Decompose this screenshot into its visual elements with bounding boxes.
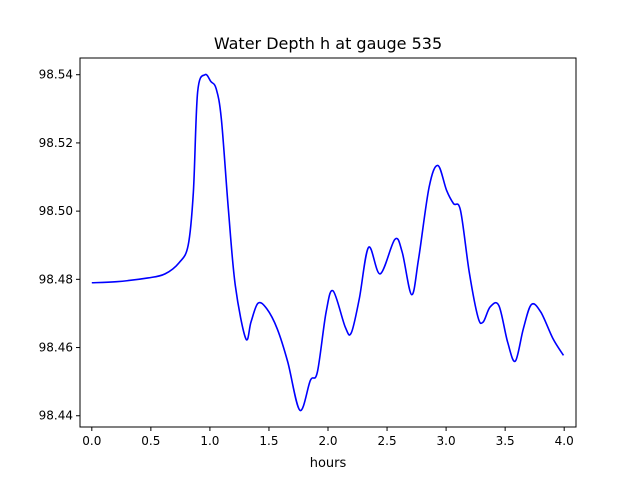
x-tick-label: 2.0 (318, 434, 337, 448)
series-line-h (91, 73, 565, 412)
x-tick-label: 3.0 (437, 434, 456, 448)
x-axis-label: hours (310, 456, 347, 471)
x-tick-label: 0.0 (82, 434, 101, 448)
y-tick-label: 98.54 (39, 68, 73, 82)
x-tick-label: 4.0 (555, 434, 574, 448)
y-tick-label: 98.46 (39, 341, 73, 355)
y-axis: 98.44 98.46 98.48 98.50 98.52 98.54 (39, 68, 80, 423)
x-tick-label: 2.5 (378, 434, 397, 448)
y-tick-label: 98.48 (39, 272, 73, 286)
x-tick-label: 1.5 (259, 434, 278, 448)
x-tick-label: 0.5 (141, 434, 160, 448)
x-tick-label: 3.5 (496, 434, 515, 448)
plot-area (91, 73, 565, 412)
x-tick-label: 1.0 (200, 434, 219, 448)
y-tick-label: 98.50 (39, 204, 73, 218)
chart-title: Water Depth h at gauge 535 (214, 34, 442, 53)
y-tick-label: 98.44 (39, 409, 73, 423)
x-axis: 0.0 0.5 1.0 1.5 2.0 2.5 3.0 3.5 4.0 (82, 427, 574, 448)
y-tick-label: 98.52 (39, 136, 73, 150)
